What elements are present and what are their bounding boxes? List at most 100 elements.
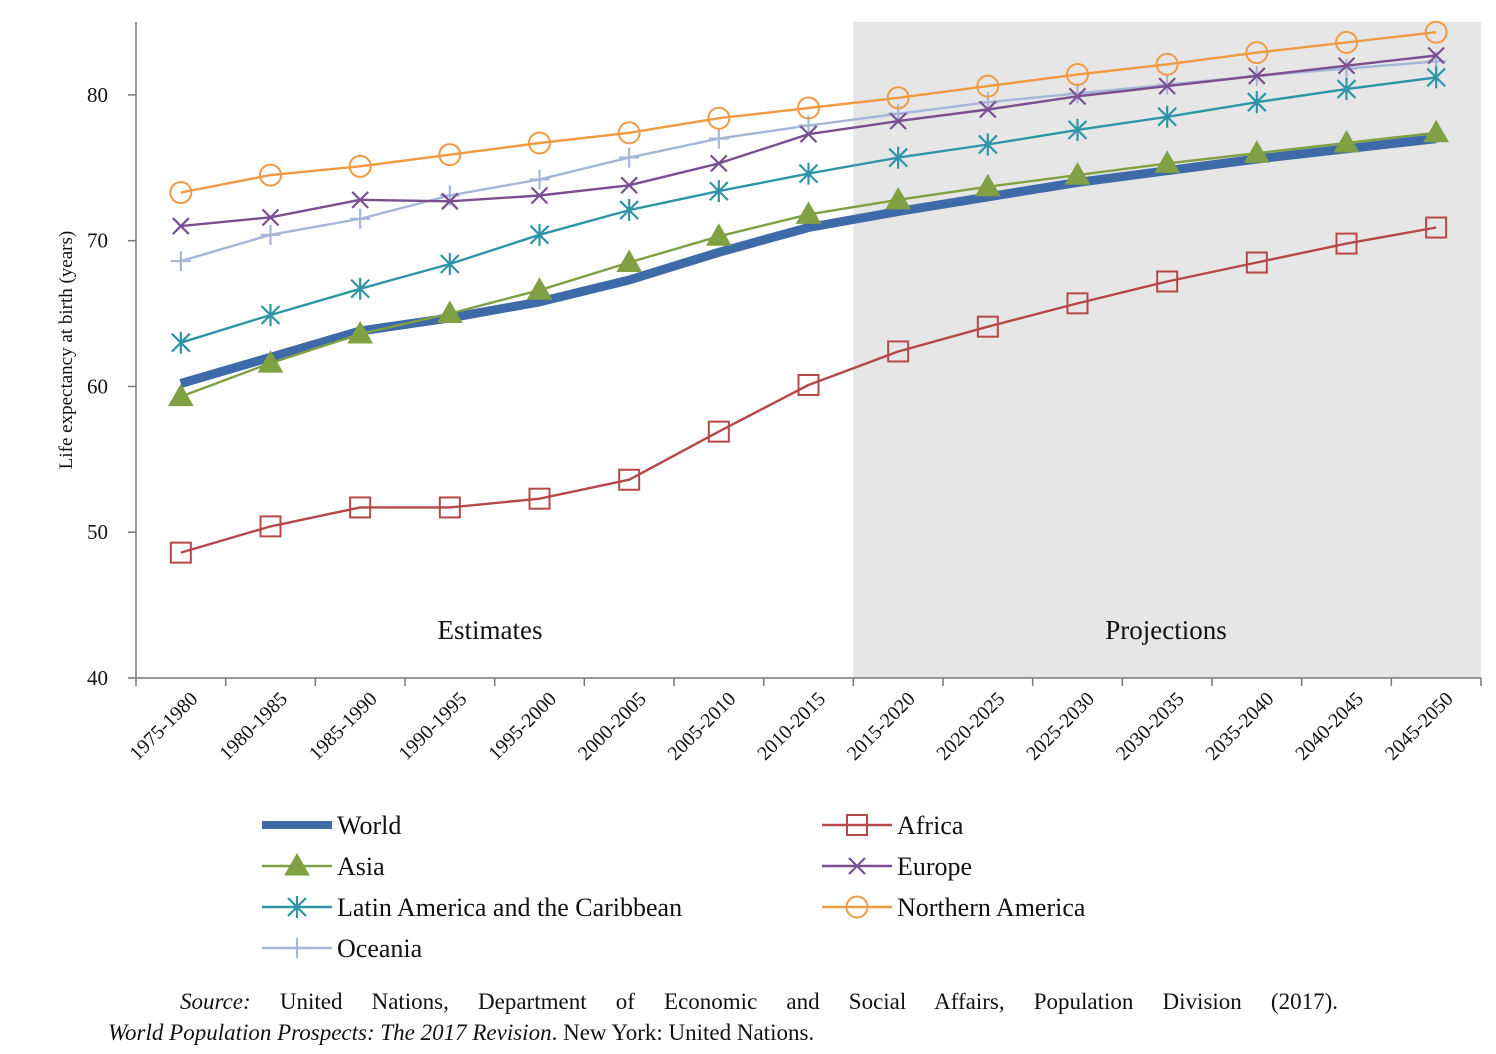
series-layer [167, 20, 1450, 564]
x-tick-label: 2000-2005 [574, 688, 651, 765]
data-point [1068, 87, 1087, 106]
legend-item: Oceania [262, 934, 423, 963]
data-point [845, 895, 869, 919]
data-point [1426, 66, 1446, 89]
series-northern-america [169, 20, 1448, 205]
data-point [888, 146, 908, 169]
series-latin-america-and-the-caribbean [171, 66, 1446, 354]
legend-item: Latin America and the Caribbean [262, 893, 682, 922]
series-line [180, 31, 1437, 194]
data-point [1425, 216, 1448, 239]
series-africa [169, 216, 1448, 564]
y-tick-label: 60 [87, 374, 108, 398]
data-point [172, 217, 190, 235]
data-point [885, 186, 912, 210]
data-point [618, 468, 641, 491]
data-point [1158, 77, 1176, 95]
data-point [347, 320, 374, 344]
data-point [260, 304, 281, 327]
data-point [257, 350, 284, 373]
legend-label: World [337, 811, 401, 840]
data-point [617, 121, 641, 145]
data-point [979, 100, 997, 119]
x-tick-label: 2035-2040 [1202, 688, 1279, 765]
source-note: Source: United Nations, Department of Ec… [108, 986, 1338, 1048]
x-tick-label: 2030-2035 [1112, 688, 1189, 765]
legend: World Africa Asia Europe Latin America and t… [262, 811, 1086, 963]
data-point [436, 300, 463, 324]
data-point [169, 541, 192, 564]
legend-label: Europe [897, 852, 972, 881]
data-point [348, 154, 372, 178]
legend-item: World [262, 811, 401, 840]
data-point [259, 163, 282, 187]
data-point [351, 191, 369, 209]
source-label: Source: [180, 989, 251, 1014]
series-line [180, 226, 1437, 554]
data-point [1337, 56, 1356, 75]
x-tick-label: 1985-1990 [305, 688, 382, 765]
data-point [797, 96, 820, 120]
legend-label: Africa [897, 811, 964, 840]
data-point [797, 373, 820, 396]
data-point [1423, 119, 1450, 143]
data-point [1427, 46, 1445, 65]
data-point [707, 420, 730, 443]
data-point [798, 162, 819, 185]
source-text: United Nations, Department of Economic a… [279, 989, 1339, 1014]
x-tick-label: 2020-2025 [933, 688, 1010, 765]
data-point [1067, 118, 1088, 141]
data-point [616, 249, 643, 273]
x-tick-label: 2040-2045 [1291, 688, 1368, 765]
data-point [287, 938, 307, 958]
data-point [620, 176, 638, 195]
x-tick-label: 2015-2020 [843, 688, 920, 765]
data-point [1335, 30, 1358, 54]
legend-label: Northern America [897, 893, 1086, 922]
data-point [978, 133, 998, 156]
y-tick-label: 80 [87, 83, 108, 107]
data-point [848, 857, 866, 875]
data-point [441, 192, 459, 211]
legend-item: Asia [262, 852, 385, 881]
x-tick-label: 1995-2000 [484, 688, 561, 765]
data-point [528, 131, 551, 155]
data-point [707, 106, 731, 130]
projections-shading [853, 22, 1481, 678]
data-point [1424, 20, 1448, 44]
x-tick-label: 1975-1980 [126, 688, 203, 765]
y-tick-label: 40 [87, 666, 108, 690]
source-publisher: . New York: United Nations. [551, 1020, 815, 1045]
data-point [261, 208, 280, 227]
source-publication-title: World Population Prospects: The 2017 Rev… [108, 1020, 552, 1045]
y-tick-label: 70 [87, 229, 108, 253]
data-point [1247, 91, 1267, 114]
data-point [170, 251, 191, 272]
legend-item: Africa [822, 811, 964, 840]
data-point [438, 143, 462, 167]
data-point [529, 169, 550, 190]
data-point [260, 224, 281, 245]
x-tick-label: 1980-1985 [215, 688, 292, 765]
x-tick-label: 2005-2010 [664, 688, 741, 765]
data-point [1336, 58, 1357, 79]
data-point [1157, 105, 1177, 128]
data-point [287, 896, 307, 918]
data-point [1243, 140, 1270, 163]
data-point [889, 112, 907, 130]
estimates-label: Estimates [438, 615, 543, 645]
data-point [167, 383, 194, 407]
data-point [799, 125, 818, 144]
x-tick-label: 2010-2015 [753, 688, 830, 765]
legend-item: Europe [822, 852, 972, 881]
legend-item: Northern America [822, 893, 1086, 922]
data-point [710, 154, 728, 173]
data-point [887, 340, 910, 363]
legend-label: Latin America and the Caribbean [337, 893, 682, 922]
x-tick-label: 2045-2050 [1381, 688, 1458, 765]
data-point [530, 186, 549, 205]
data-point [795, 201, 822, 224]
series-asia [167, 119, 1450, 407]
y-tick-label: 50 [87, 520, 108, 544]
